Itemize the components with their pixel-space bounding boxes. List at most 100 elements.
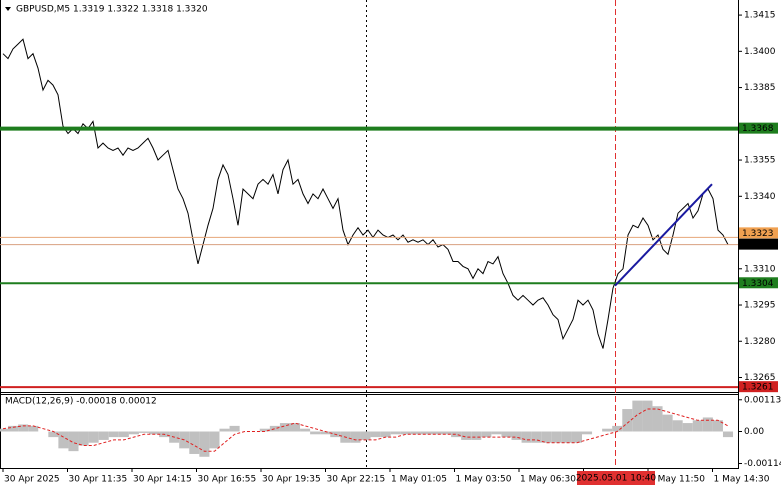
x-tick-label: 30 Apr 19:35 bbox=[262, 475, 321, 485]
macd-bar bbox=[68, 431, 79, 452]
macd-bar bbox=[88, 431, 99, 443]
macd-bar bbox=[632, 400, 643, 432]
level-label: 1.3323 bbox=[742, 229, 774, 239]
y-tick-label: 1.3310 bbox=[744, 264, 776, 274]
y-tick-label: 0.00 bbox=[744, 427, 764, 437]
macd-bar bbox=[622, 409, 633, 432]
macd-bar bbox=[0, 428, 9, 432]
macd-bar bbox=[128, 431, 139, 435]
macd-bar bbox=[289, 423, 301, 432]
macd-bar bbox=[8, 425, 19, 432]
macd-bar bbox=[581, 431, 593, 435]
y-tick-label: 1.3355 bbox=[744, 156, 776, 166]
macd-bar bbox=[461, 431, 472, 440]
level-label-bg bbox=[739, 227, 778, 239]
macd-bar bbox=[199, 431, 210, 457]
macd-bar bbox=[702, 417, 713, 432]
level-label: 1.3261 bbox=[742, 383, 774, 393]
macd-bar bbox=[78, 431, 89, 446]
macd-bar bbox=[722, 431, 734, 438]
macd-bar bbox=[48, 431, 59, 438]
macd-bar bbox=[491, 431, 502, 435]
macd-bar bbox=[521, 431, 532, 443]
macd-bar bbox=[300, 428, 311, 432]
x-tick-label: 30 Apr 14:15 bbox=[133, 475, 192, 485]
macd-bar bbox=[571, 431, 582, 443]
macd-title: MACD(12,26,9) -0.00018 0.00012 bbox=[5, 397, 157, 407]
macd-bar bbox=[501, 431, 512, 438]
y-tick-label: 1.3415 bbox=[744, 11, 776, 21]
x-tick-label: 1 May 03:50 bbox=[456, 475, 512, 485]
level-label-bg bbox=[739, 381, 778, 393]
macd-bar bbox=[390, 431, 401, 435]
macd-bar bbox=[370, 431, 381, 438]
trend-line bbox=[614, 183, 713, 287]
y-tick-label: 1.3340 bbox=[744, 192, 776, 202]
macd-bar bbox=[430, 431, 442, 435]
x-tick-label: 30 Apr 2025 bbox=[4, 475, 60, 485]
macd-bar bbox=[672, 420, 683, 432]
macd-bar bbox=[98, 431, 109, 440]
level-label-bg bbox=[739, 238, 778, 250]
macd-bar bbox=[310, 431, 321, 435]
macd-bar bbox=[612, 425, 623, 432]
macd-bar bbox=[642, 400, 653, 432]
macd-bar bbox=[229, 425, 240, 432]
x-tick-label: 1 May 11:50 bbox=[649, 475, 705, 485]
macd-bar bbox=[279, 423, 290, 432]
price-line bbox=[2, 38, 729, 349]
macd-bar bbox=[189, 431, 200, 454]
y-tick-label: 1.3400 bbox=[744, 47, 776, 57]
x-tick-label: 1 May 14:30 bbox=[714, 475, 770, 485]
y-tick-label: -0.00114 bbox=[744, 459, 781, 469]
macd-bar bbox=[511, 431, 522, 440]
macd-bar bbox=[320, 431, 331, 435]
macd-bar bbox=[481, 431, 492, 438]
macd-bar bbox=[551, 431, 562, 443]
level-label: 1.3320 bbox=[742, 240, 774, 250]
y-tick-label: 1.3385 bbox=[744, 83, 776, 93]
macd-bar bbox=[28, 425, 39, 432]
y-tick-label: 1.3295 bbox=[744, 301, 776, 311]
x-tick-label: 30 Apr 16:55 bbox=[198, 475, 257, 485]
y-tick-label: 1.3280 bbox=[744, 337, 776, 347]
x-tick-label: 30 Apr 11:35 bbox=[69, 475, 128, 485]
crosshair-label-bg bbox=[577, 471, 655, 485]
x-tick-label: 1 May 06:30 bbox=[520, 475, 576, 485]
chart-title: GBPUSD,M5 1.3319 1.3322 1.3318 1.3320 bbox=[16, 5, 208, 15]
level-label: 1.3304 bbox=[742, 279, 774, 289]
macd-bar bbox=[451, 431, 462, 438]
macd-bar bbox=[209, 431, 220, 449]
macd-bar bbox=[350, 431, 361, 443]
macd-bar bbox=[682, 423, 693, 432]
x-tick-label: 30 Apr 22:15 bbox=[327, 475, 386, 485]
macd-bar bbox=[380, 431, 391, 438]
macd-bar bbox=[18, 424, 29, 432]
crosshair-label: 2025.05.01 10:40 bbox=[576, 474, 657, 484]
level-label-bg bbox=[739, 277, 778, 289]
level-label-bg bbox=[739, 122, 778, 134]
macd-bar bbox=[259, 428, 270, 432]
macd-bar bbox=[400, 431, 411, 435]
macd-bar bbox=[471, 431, 482, 440]
macd-bar bbox=[531, 431, 542, 443]
macd-bar bbox=[692, 420, 703, 432]
macd-bar bbox=[441, 431, 452, 435]
macd-bar bbox=[58, 431, 69, 449]
macd-bar bbox=[602, 428, 613, 432]
macd-bar bbox=[360, 431, 371, 440]
level-label: 1.3368 bbox=[742, 124, 774, 134]
macd-bar bbox=[662, 414, 673, 432]
dropdown-icon bbox=[5, 7, 11, 11]
macd-bar bbox=[712, 420, 723, 432]
macd-bar bbox=[561, 431, 572, 443]
macd-bar bbox=[118, 431, 129, 438]
macd-bar bbox=[269, 425, 280, 432]
macd-bar bbox=[541, 431, 552, 443]
macd-bar bbox=[420, 431, 431, 435]
macd-bar bbox=[149, 431, 160, 435]
y-tick-label: 0.00113 bbox=[744, 395, 781, 405]
macd-bar bbox=[652, 406, 663, 432]
macd-bar bbox=[410, 431, 421, 435]
